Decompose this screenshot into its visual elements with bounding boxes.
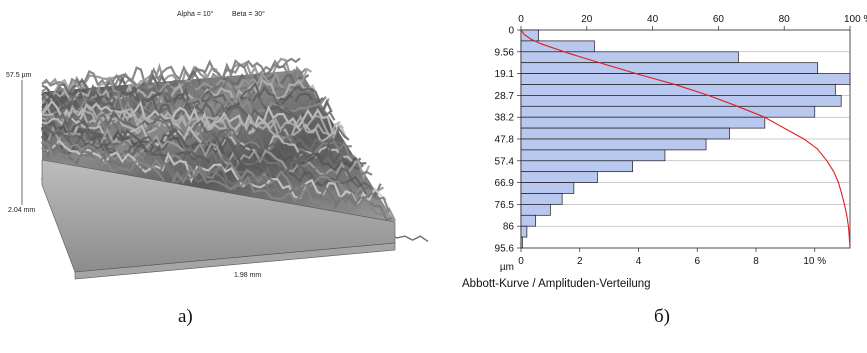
histogram-bar bbox=[520, 182, 575, 194]
histogram-bar bbox=[520, 95, 842, 107]
abbott-curve-line bbox=[520, 29, 851, 249]
y-length-label: 2.04 mm bbox=[8, 207, 36, 214]
histogram-bar bbox=[520, 116, 766, 129]
abbott-chart: 09.5619.128.738.247.857.466.976.58695.6µ… bbox=[495, 14, 867, 273]
histogram-bar bbox=[520, 149, 666, 162]
depth-unit-label: µm bbox=[500, 262, 514, 273]
bottom-tick-label: 2 bbox=[577, 256, 583, 267]
histogram-bar bbox=[520, 214, 537, 227]
bottom-tick-label: 8 bbox=[753, 256, 759, 267]
histogram-bar bbox=[520, 171, 598, 183]
depth-tick-label: 19.1 bbox=[495, 69, 515, 80]
top-tick-label: 80 bbox=[779, 14, 791, 25]
beta-label: Beta = 30° bbox=[232, 11, 265, 18]
caption-a: а) bbox=[178, 306, 193, 327]
histogram-bar bbox=[520, 40, 595, 53]
bottom-tick-label: 6 bbox=[694, 256, 700, 267]
top-tick-label: 0 bbox=[518, 14, 524, 25]
x-length-label: 1.98 mm bbox=[234, 272, 262, 279]
histogram-bar bbox=[520, 29, 539, 42]
top-tick-label: 20 bbox=[581, 14, 593, 25]
caption-b: б) bbox=[654, 306, 670, 327]
depth-tick-label: 0 bbox=[508, 26, 514, 37]
depth-tick-label: 9.56 bbox=[495, 47, 515, 58]
height-label: 57.5 µm bbox=[6, 72, 32, 79]
surface-plot bbox=[21, 57, 429, 280]
depth-tick-label: 76.5 bbox=[495, 200, 515, 211]
bottom-tick-label: 4 bbox=[636, 256, 642, 267]
chart-curve bbox=[520, 29, 851, 249]
depth-tick-label: 38.2 bbox=[495, 113, 515, 124]
histogram-bar bbox=[520, 138, 707, 151]
depth-tick-label: 66.9 bbox=[495, 178, 515, 189]
bottom-tick-label: 0 bbox=[518, 256, 524, 267]
histogram-bar bbox=[520, 160, 633, 173]
histogram-bar bbox=[520, 62, 819, 74]
depth-tick-label: 86 bbox=[503, 222, 515, 233]
top-tick-label: 40 bbox=[647, 14, 659, 25]
histogram-bar bbox=[520, 225, 528, 238]
chart-axes: 09.5619.128.738.247.857.466.976.58695.6µ… bbox=[495, 14, 867, 273]
depth-tick-label: 28.7 bbox=[495, 91, 515, 102]
depth-tick-label: 47.8 bbox=[495, 135, 515, 146]
abbott-panel: 0 9.56 19.1 28.7 38.2 47.8 57.4 66.9 76.5 86 95.6 µ… bbox=[460, 0, 867, 353]
histogram-bar bbox=[520, 105, 816, 118]
histogram-bar bbox=[520, 236, 523, 249]
histogram-bar bbox=[520, 84, 836, 96]
top-tick-label: 60 bbox=[713, 14, 725, 25]
depth-tick-label: 57.4 bbox=[495, 156, 515, 167]
histogram-bar bbox=[520, 73, 851, 85]
bottom-tick-label: 10 % bbox=[803, 256, 826, 267]
histogram-bar bbox=[520, 193, 563, 205]
histogram-bar bbox=[520, 127, 730, 140]
histogram-bar bbox=[520, 204, 551, 216]
surface-panel: Alpha = 10° Beta = 30° 57.5 µm 2.04 mm 1… bbox=[6, 11, 429, 327]
alpha-label: Alpha = 10° bbox=[177, 11, 214, 18]
histogram-bar bbox=[520, 51, 739, 64]
depth-tick-label: 95.6 bbox=[495, 244, 515, 255]
top-tick-label: 100 % bbox=[844, 14, 867, 25]
chart-bars bbox=[520, 29, 851, 249]
chart-footer-label: Abbott-Kurve / Amplituden-Verteilung bbox=[462, 278, 651, 290]
surface-base-bottom bbox=[74, 242, 396, 280]
